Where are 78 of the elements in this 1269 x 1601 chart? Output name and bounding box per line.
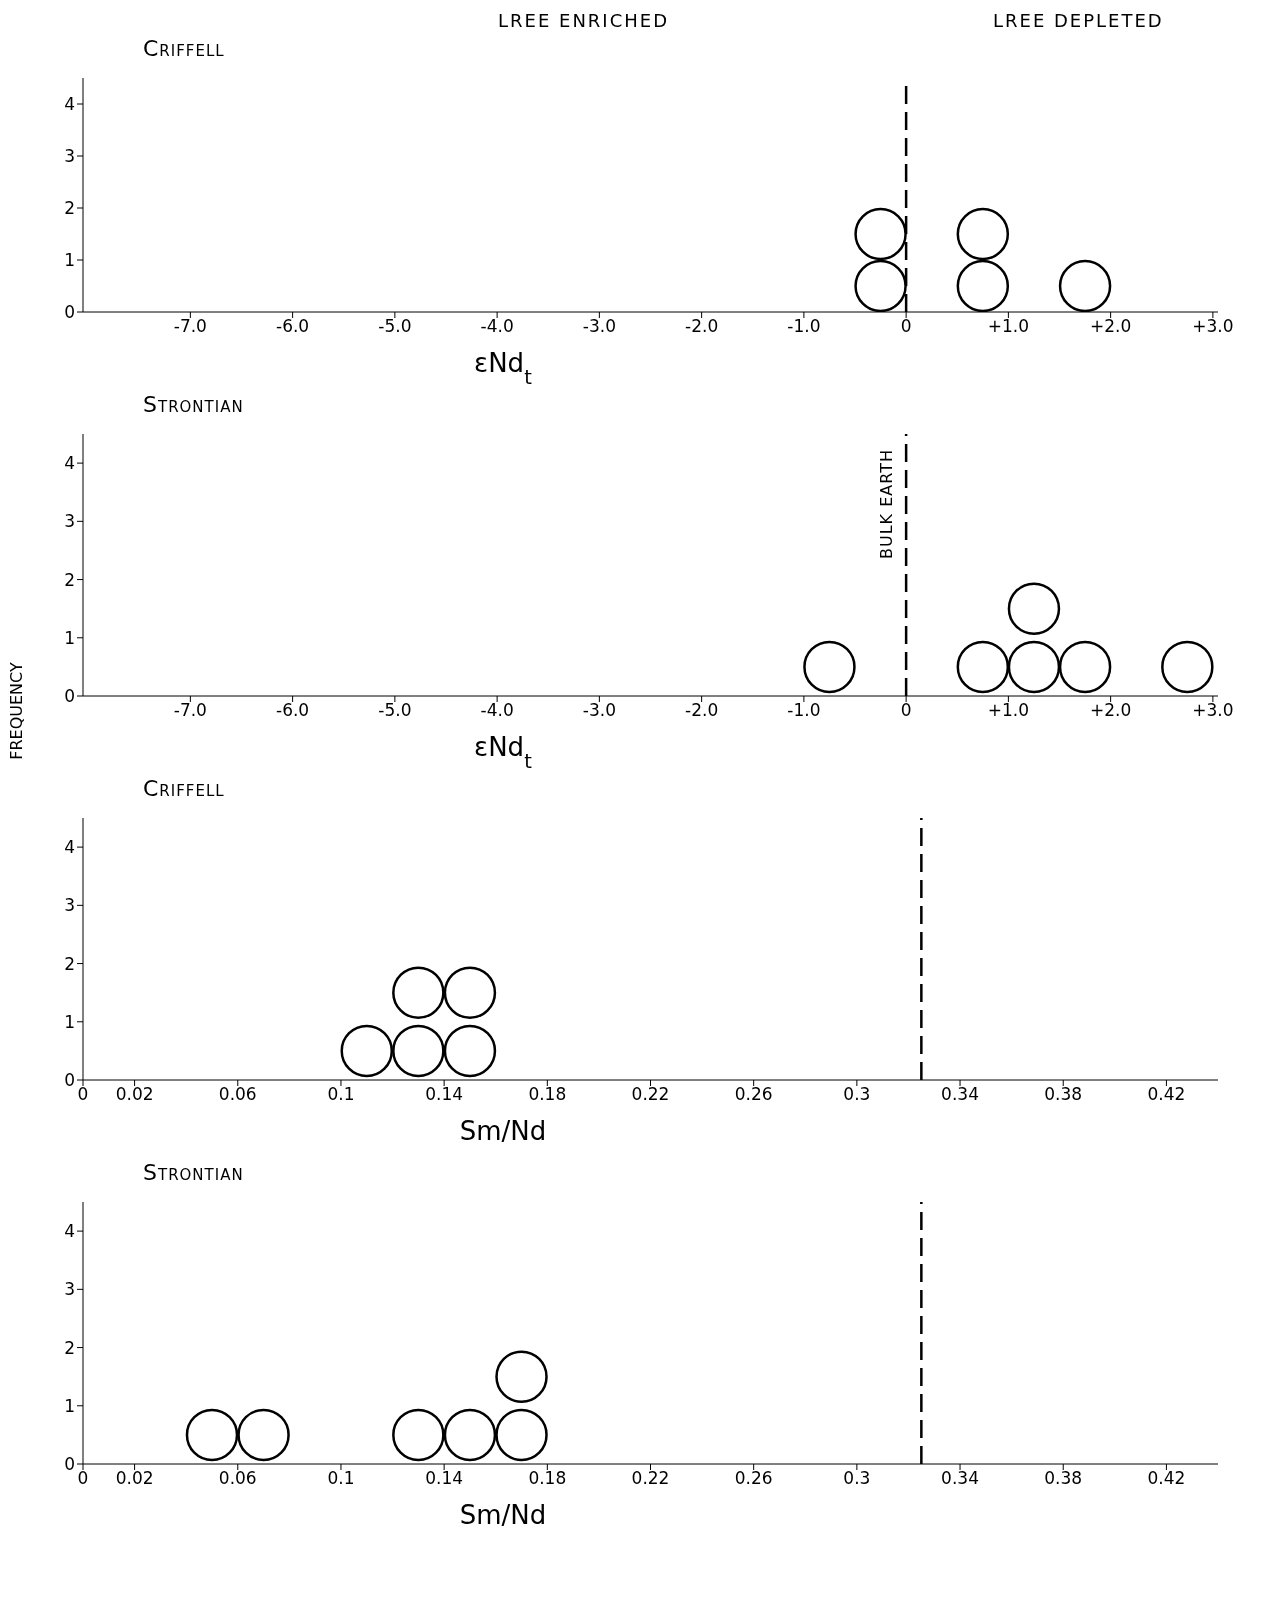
x-tick-label: +1.0 xyxy=(987,700,1030,721)
x-tick-label: -4.0 xyxy=(480,316,514,337)
x-tick-label: 0.22 xyxy=(631,1084,670,1105)
x-axis-title: εNd$_{t}$ xyxy=(474,348,533,389)
x-tick-label: 0.34 xyxy=(941,1084,979,1105)
x-tick-label: -3.0 xyxy=(582,316,616,337)
x-tick-label: 0.02 xyxy=(115,1084,154,1105)
x-tick-label: +2.0 xyxy=(1089,700,1132,721)
chart-title: Strontian xyxy=(142,392,245,419)
x-tick-label: 0.1 xyxy=(327,1084,355,1105)
text: LREE ENRICHED xyxy=(498,10,669,31)
ref-line-label: BULK EARTH xyxy=(877,449,897,559)
x-tick-label: -4.0 xyxy=(480,700,514,721)
x-tick-label: 0.02 xyxy=(115,1468,154,1489)
y-tick-label: 1 xyxy=(64,250,75,271)
y-tick-label: 3 xyxy=(64,511,75,532)
x-tick-label: -7.0 xyxy=(173,700,207,721)
y-tick-label: 4 xyxy=(64,1221,75,1242)
chart-title: Strontian xyxy=(142,1160,245,1187)
y-tick-label: 1 xyxy=(64,1395,75,1416)
x-tick-label: +3.0 xyxy=(1192,316,1234,337)
y-tick-label: 2 xyxy=(64,1337,75,1358)
x-tick-label: 0.06 xyxy=(218,1084,257,1105)
chart-title: Criffell xyxy=(142,36,226,63)
x-tick-label: -6.0 xyxy=(276,700,310,721)
y-tick-label: 0 xyxy=(64,1454,75,1475)
x-tick-label: -1.0 xyxy=(787,700,821,721)
text: LREE DEPLETED xyxy=(993,10,1164,31)
chart-title: Criffell xyxy=(142,776,226,803)
y-tick-label: 3 xyxy=(64,146,75,167)
x-axis-title: Sm/Nd xyxy=(459,1500,547,1530)
x-tick-label: 0.1 xyxy=(327,1468,355,1489)
x-tick-label: -5.0 xyxy=(378,316,412,337)
x-tick-label: -6.0 xyxy=(276,316,310,337)
x-tick-label: 0.22 xyxy=(631,1468,670,1489)
x-tick-label: +3.0 xyxy=(1192,700,1234,721)
x-tick-label: 0.18 xyxy=(528,1468,567,1489)
y-tick-label: 1 xyxy=(64,1011,75,1032)
x-tick-label: -2.0 xyxy=(685,700,719,721)
x-tick-label: -5.0 xyxy=(378,700,412,721)
x-tick-label: -1.0 xyxy=(787,316,821,337)
x-tick-label: 0.14 xyxy=(425,1084,464,1105)
y-tick-label: 4 xyxy=(64,837,75,858)
y-axis-title: FREQUENCY xyxy=(7,662,26,760)
y-tick-label: 2 xyxy=(64,569,75,590)
x-tick-label: -7.0 xyxy=(173,316,207,337)
x-tick-label: 0 xyxy=(77,1084,89,1105)
x-tick-label: 0 xyxy=(900,700,912,721)
y-tick-label: 4 xyxy=(64,94,75,115)
x-tick-label: 0.38 xyxy=(1044,1468,1083,1489)
y-tick-label: 2 xyxy=(64,953,75,974)
y-tick-label: 1 xyxy=(64,627,75,648)
x-axis-title: εNd$_{t}$ xyxy=(474,732,533,773)
x-tick-label: 0.06 xyxy=(218,1468,257,1489)
x-tick-label: 0.18 xyxy=(528,1084,567,1105)
x-tick-label: 0 xyxy=(900,316,912,337)
y-tick-label: 3 xyxy=(64,895,75,916)
x-tick-label: 0.34 xyxy=(941,1468,979,1489)
x-tick-label: 0.42 xyxy=(1147,1084,1186,1105)
x-tick-label: 0.26 xyxy=(734,1084,773,1105)
x-axis-title: Sm/Nd xyxy=(459,1116,547,1146)
y-tick-label: 2 xyxy=(64,198,75,219)
y-tick-label: 0 xyxy=(64,302,75,323)
x-tick-label: -2.0 xyxy=(685,316,719,337)
x-tick-label: 0 xyxy=(77,1468,89,1489)
x-tick-label: 0.26 xyxy=(734,1468,773,1489)
x-tick-label: 0.3 xyxy=(843,1468,871,1489)
y-tick-label: 3 xyxy=(64,1279,75,1300)
y-tick-label: 0 xyxy=(64,686,75,707)
y-tick-label: 4 xyxy=(64,453,75,474)
x-tick-label: 0.3 xyxy=(843,1084,871,1105)
x-tick-label: -3.0 xyxy=(582,700,616,721)
x-tick-label: +2.0 xyxy=(1089,316,1132,337)
x-tick-label: +1.0 xyxy=(987,316,1030,337)
x-tick-label: 0.42 xyxy=(1147,1468,1186,1489)
x-tick-label: 0.14 xyxy=(425,1468,464,1489)
y-tick-label: 0 xyxy=(64,1070,75,1091)
x-tick-label: 0.38 xyxy=(1044,1084,1083,1105)
